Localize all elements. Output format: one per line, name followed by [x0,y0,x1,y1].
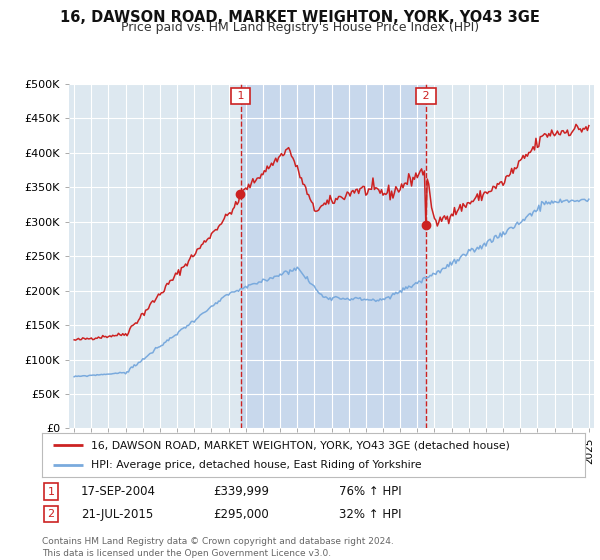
Text: £295,000: £295,000 [213,507,269,521]
Text: HPI: Average price, detached house, East Riding of Yorkshire: HPI: Average price, detached house, East… [91,460,421,470]
Text: £339,999: £339,999 [213,485,269,498]
Text: 1: 1 [47,487,55,497]
Text: 2: 2 [419,91,433,101]
Text: 16, DAWSON ROAD, MARKET WEIGHTON, YORK, YO43 3GE (detached house): 16, DAWSON ROAD, MARKET WEIGHTON, YORK, … [91,440,510,450]
Text: Price paid vs. HM Land Registry's House Price Index (HPI): Price paid vs. HM Land Registry's House … [121,21,479,34]
Text: Contains HM Land Registry data © Crown copyright and database right 2024.
This d: Contains HM Land Registry data © Crown c… [42,537,394,558]
Text: 76% ↑ HPI: 76% ↑ HPI [339,485,401,498]
Text: 2: 2 [47,509,55,519]
Text: 21-JUL-2015: 21-JUL-2015 [81,507,153,521]
Text: 32% ↑ HPI: 32% ↑ HPI [339,507,401,521]
Bar [241,84,426,428]
Text: 16, DAWSON ROAD, MARKET WEIGHTON, YORK, YO43 3GE: 16, DAWSON ROAD, MARKET WEIGHTON, YORK, … [60,10,540,25]
Text: 1: 1 [234,91,248,101]
Text: 17-SEP-2004: 17-SEP-2004 [81,485,156,498]
